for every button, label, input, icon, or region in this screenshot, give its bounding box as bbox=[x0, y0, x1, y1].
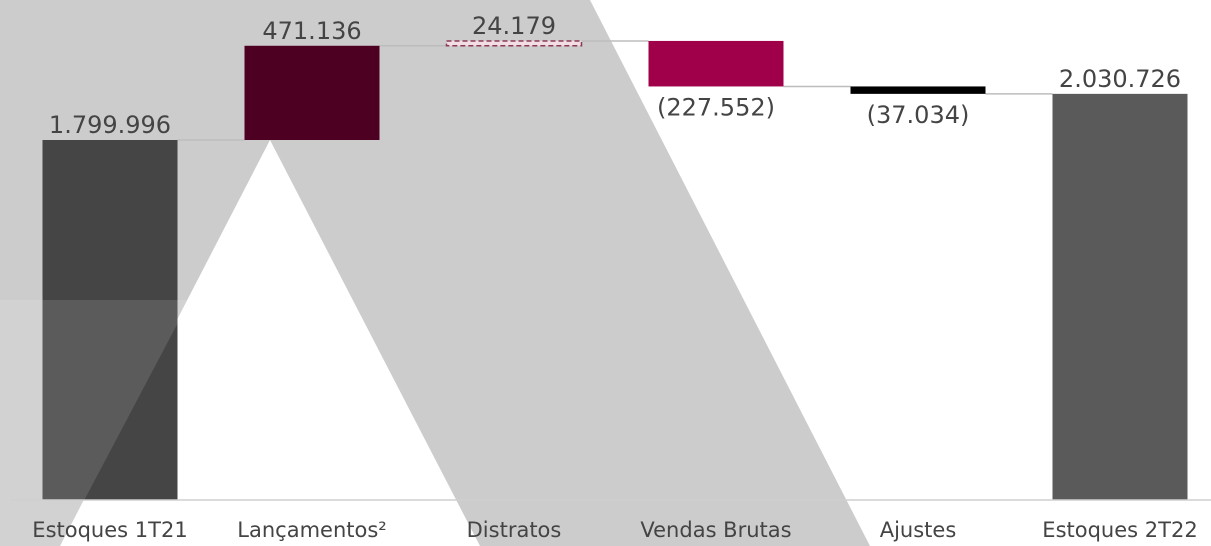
data-label: 24.179 bbox=[472, 12, 556, 40]
x-tick-label: Vendas Brutas bbox=[640, 518, 791, 542]
x-tick-label: Distratos bbox=[467, 518, 562, 542]
overlay-shape bbox=[0, 300, 190, 546]
x-tick-label: Estoques 2T22 bbox=[1042, 518, 1197, 542]
data-label: 471.136 bbox=[262, 17, 361, 45]
x-tick-label: Lançamentos² bbox=[237, 518, 386, 542]
bar bbox=[42, 140, 178, 500]
x-tick-label: Estoques 1T21 bbox=[32, 518, 187, 542]
bar bbox=[244, 45, 380, 141]
background-shape bbox=[0, 0, 870, 546]
bar bbox=[850, 86, 986, 94]
bar bbox=[1052, 93, 1188, 500]
bar bbox=[445, 40, 583, 47]
data-label: 1.799.996 bbox=[49, 111, 171, 139]
x-tick-label: Ajustes bbox=[880, 518, 957, 542]
data-label: (37.034) bbox=[867, 101, 970, 129]
plot bbox=[42, 40, 1188, 500]
data-label: 2.030.726 bbox=[1059, 65, 1181, 93]
bar bbox=[648, 40, 784, 87]
data-label: (227.552) bbox=[657, 93, 775, 121]
